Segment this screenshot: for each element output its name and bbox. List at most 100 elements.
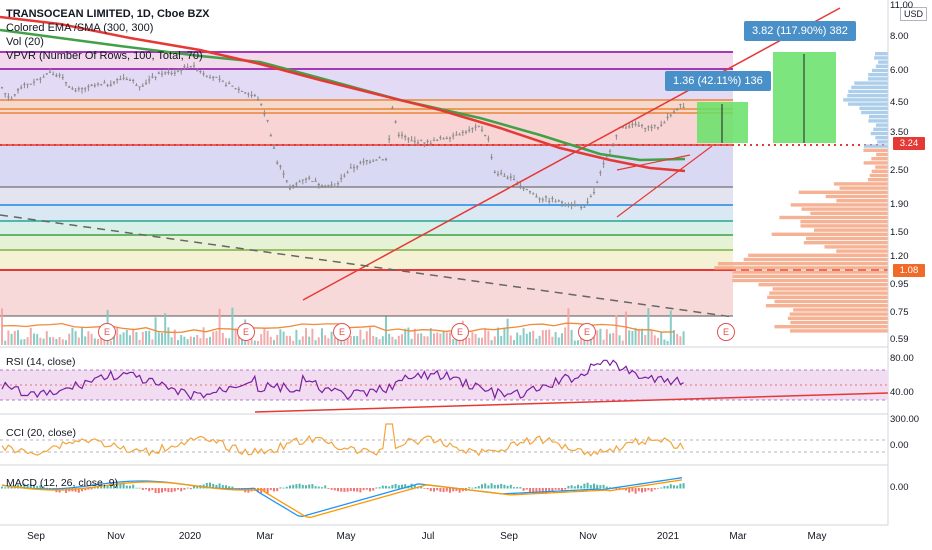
earnings-marker[interactable]: E [237, 323, 255, 341]
price-axis-label: 1.20 [890, 251, 909, 262]
time-axis-label: Nov [579, 531, 597, 542]
earnings-marker[interactable]: E [578, 323, 596, 341]
macd-histogram-bar [663, 486, 666, 489]
volume-bar [493, 336, 496, 345]
earnings-marker[interactable]: E [451, 323, 469, 341]
volume-bar [673, 330, 675, 345]
volume-bar [314, 340, 317, 345]
volume-bar [596, 330, 599, 345]
vpvr-bar [748, 253, 888, 257]
vpvr-bar [863, 148, 888, 152]
macd-histogram-bar [343, 488, 346, 492]
currency-label[interactable]: USD [900, 7, 928, 21]
macd-histogram-bar [212, 483, 215, 489]
macd-histogram-bar [122, 483, 125, 489]
candle-body [423, 142, 426, 144]
candle-body [442, 138, 445, 140]
candle-body [23, 83, 26, 85]
vpvr-bar [779, 215, 888, 220]
macd-histogram-bar [673, 485, 675, 489]
candle-body [599, 172, 602, 174]
candle-body [436, 139, 439, 141]
earnings-marker[interactable]: E [333, 323, 351, 341]
macd-histogram-bar [362, 488, 365, 491]
candle-body [279, 165, 282, 167]
volume-bar [532, 330, 535, 345]
vpvr-bar [871, 169, 888, 173]
vpvr-bar [824, 245, 888, 249]
macd-histogram-bar [413, 485, 416, 489]
volume-bar [39, 337, 42, 345]
volume-bar [4, 340, 7, 345]
vpvr-bar [875, 123, 888, 127]
macd-histogram-bar [509, 484, 512, 489]
candle-body [637, 125, 640, 127]
earnings-marker[interactable]: E [717, 323, 735, 341]
measure-label-1[interactable]: 1.36 (42.11%) 136 [665, 71, 771, 91]
volume-bar [257, 340, 259, 345]
vpvr-bar [774, 325, 888, 329]
volume-bar [503, 327, 506, 345]
candle-body [61, 77, 64, 79]
vpvr-bar [800, 220, 888, 224]
candle-body [493, 171, 496, 173]
volume-bar [237, 334, 240, 345]
volume-bar [362, 339, 365, 345]
macd-histogram-bar [429, 488, 432, 492]
candle-body [583, 206, 586, 208]
candle-body [71, 88, 74, 90]
macd-panel-label[interactable]: MACD (12, 26, close, 9) [6, 477, 119, 489]
vpvr-bar [789, 312, 888, 316]
candle-body [487, 138, 490, 140]
macd-histogram-bar [381, 485, 384, 489]
price-axis-label: 4.50 [890, 97, 909, 108]
indicator-ema-sma-label[interactable]: Colored EMA /SMA (300, 300) [6, 22, 154, 34]
volume-bar [628, 330, 631, 345]
vpvr-bar [876, 152, 888, 157]
volume-bar [420, 333, 423, 345]
candle-body [538, 198, 541, 200]
candle-body [452, 135, 455, 137]
volume-bar [525, 333, 528, 345]
macd-histogram-bar [301, 484, 304, 489]
candle-body [394, 121, 397, 123]
macd-histogram-bar [477, 486, 480, 489]
candle-body [570, 204, 573, 206]
volume-bar [468, 338, 471, 345]
volume-bar [209, 336, 211, 345]
volume-bar [74, 331, 77, 345]
volume-bar [391, 336, 394, 345]
time-axis-label: May [336, 531, 356, 542]
vpvr-bar [875, 136, 888, 140]
volume-bar [138, 339, 141, 345]
candle-body [496, 174, 500, 176]
candle-body [154, 76, 157, 78]
indicator-vpvr-label[interactable]: VPVR (Number Of Rows, 100, Total, 70) [6, 50, 203, 62]
chart-title: TRANSOCEAN LIMITED, 1D, Cboe BZX [6, 8, 210, 20]
volume-bar [445, 332, 448, 345]
macd-histogram-bar [471, 487, 474, 489]
candle-body [333, 186, 336, 188]
measure-label-2[interactable]: 3.82 (117.90%) 382 [744, 21, 856, 41]
cci-panel-label[interactable]: CCI (20, close) [6, 427, 77, 439]
volume-bar [490, 340, 493, 345]
macd-histogram-bar [353, 488, 355, 492]
macd-histogram-bar [215, 484, 218, 489]
volume-bar [196, 334, 199, 345]
rsi-panel-label[interactable]: RSI (14, close) [6, 356, 76, 368]
macd-histogram-bar [628, 488, 631, 493]
volume-bar [234, 328, 237, 345]
candle-body [509, 176, 512, 178]
volume-bar [474, 333, 477, 345]
earnings-marker[interactable]: E [98, 323, 116, 341]
candle-body [192, 65, 196, 67]
macd-histogram-bar [605, 486, 608, 489]
candle-body [647, 126, 650, 128]
price-axis-label: 11.00 [890, 0, 914, 11]
volume-bar [618, 335, 621, 345]
macd-histogram-bar [519, 487, 522, 489]
vpvr-bar [859, 106, 888, 110]
indicator-volume-label[interactable]: Vol (20) [6, 36, 44, 48]
candle-body [157, 72, 160, 74]
